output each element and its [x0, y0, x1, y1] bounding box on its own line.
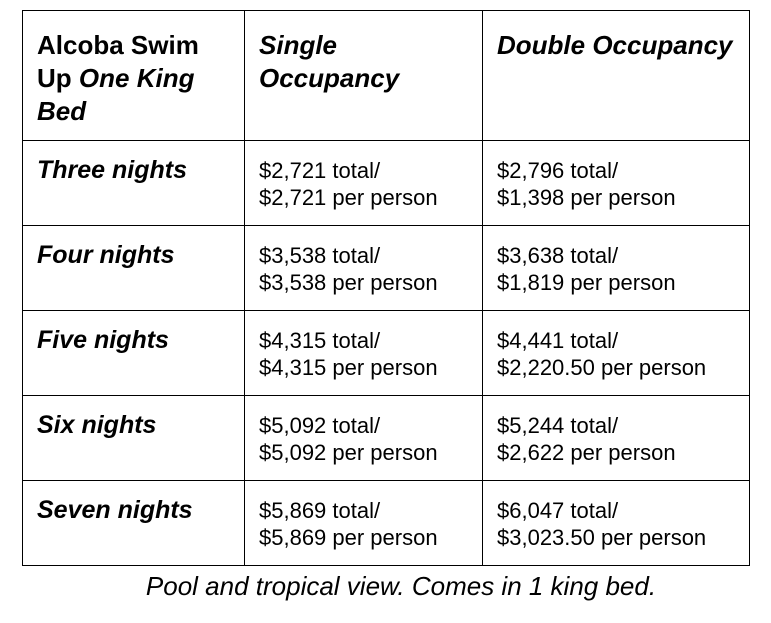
- room-type-name: Alcoba Swim Up: [37, 30, 199, 93]
- double-price-cell: $2,796 total/ $1,398 per person: [482, 140, 750, 226]
- double-price-cell: $5,244 total/ $2,622 per person: [482, 395, 750, 481]
- single-total: $5,869 total/: [259, 498, 381, 523]
- single-per-person: $5,092 per person: [259, 440, 438, 465]
- room-type-bed: One King Bed: [37, 63, 195, 126]
- nights-cell: Four nights: [22, 225, 245, 311]
- double-price-cell: $4,441 total/ $2,220.50 per person: [482, 310, 750, 396]
- double-per-person: $3,023.50 per person: [497, 525, 707, 550]
- single-per-person: $5,869 per person: [259, 525, 438, 550]
- double-per-person: $1,398 per person: [497, 185, 676, 210]
- single-per-person: $2,721 per person: [259, 185, 438, 210]
- double-total: $3,638 total/: [497, 243, 619, 268]
- nights-label: Three nights: [37, 156, 188, 184]
- double-per-person: $2,220.50 per person: [497, 355, 707, 380]
- single-price-cell: $4,315 total/ $4,315 per person: [244, 310, 483, 396]
- single-total: $3,538 total/: [259, 243, 381, 268]
- nights-label: Six nights: [37, 411, 157, 439]
- double-per-person: $2,622 per person: [497, 440, 676, 465]
- single-total: $2,721 total/: [259, 158, 381, 183]
- double-price-cell: $6,047 total/ $3,023.50 per person: [482, 480, 750, 566]
- table-header-row: Alcoba Swim Up One King Bed Single Occup…: [22, 10, 750, 141]
- single-price-cell: $2,721 total/ $2,721 per person: [244, 140, 483, 226]
- nights-cell: Seven nights: [22, 480, 245, 566]
- double-total: $6,047 total/: [497, 498, 619, 523]
- nights-label: Four nights: [37, 241, 175, 269]
- single-per-person: $3,538 per person: [259, 270, 438, 295]
- header-room-type: Alcoba Swim Up One King Bed: [22, 10, 245, 141]
- single-price-cell: $5,092 total/ $5,092 per person: [244, 395, 483, 481]
- single-price-cell: $5,869 total/ $5,869 per person: [244, 480, 483, 566]
- table-row: Seven nights $5,869 total/ $5,869 per pe…: [22, 480, 750, 566]
- single-total: $4,315 total/: [259, 328, 381, 353]
- nights-cell: Six nights: [22, 395, 245, 481]
- double-total: $2,796 total/: [497, 158, 619, 183]
- table-row: Five nights $4,315 total/ $4,315 per per…: [22, 310, 750, 396]
- nights-label: Seven nights: [37, 496, 193, 524]
- header-double-occupancy: Double Occupancy: [482, 10, 750, 141]
- double-price-cell: $3,638 total/ $1,819 per person: [482, 225, 750, 311]
- single-occupancy-label: Single Occupancy: [259, 30, 400, 93]
- single-per-person: $4,315 per person: [259, 355, 438, 380]
- table-row: Six nights $5,092 total/ $5,092 per pers…: [22, 395, 750, 481]
- double-total: $4,441 total/: [497, 328, 619, 353]
- nights-cell: Three nights: [22, 140, 245, 226]
- double-total: $5,244 total/: [497, 413, 619, 438]
- table-row: Four nights $3,538 total/ $3,538 per per…: [22, 225, 750, 311]
- nights-label: Five nights: [37, 326, 169, 354]
- single-price-cell: $3,538 total/ $3,538 per person: [244, 225, 483, 311]
- double-per-person: $1,819 per person: [497, 270, 676, 295]
- single-total: $5,092 total/: [259, 413, 381, 438]
- table-caption: Pool and tropical view. Comes in 1 king …: [145, 571, 657, 601]
- nights-cell: Five nights: [22, 310, 245, 396]
- header-single-occupancy: Single Occupancy: [244, 10, 483, 141]
- double-occupancy-label: Double Occupancy: [497, 30, 733, 60]
- table-row: Three nights $2,721 total/ $2,721 per pe…: [22, 140, 750, 226]
- rates-table: Alcoba Swim Up One King Bed Single Occup…: [22, 10, 750, 566]
